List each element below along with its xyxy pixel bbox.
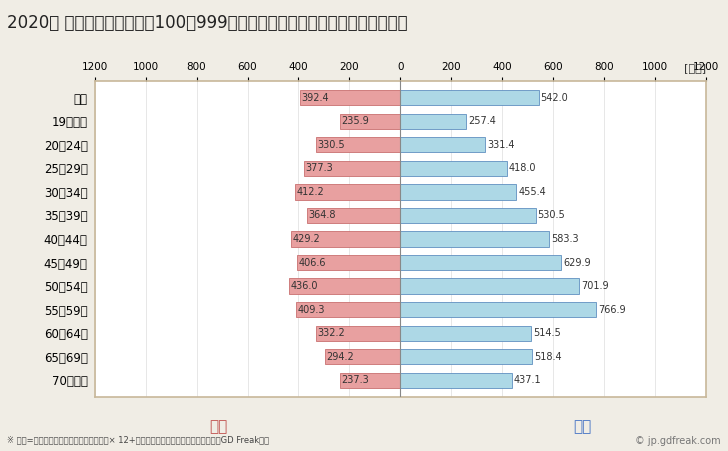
Bar (296, 184, 400, 199)
Text: 530.5: 530.5 (537, 211, 566, 221)
Text: 392.4: 392.4 (301, 92, 329, 103)
Text: 294.2: 294.2 (327, 352, 355, 362)
Bar (400, 90, 539, 106)
Text: 766.9: 766.9 (598, 305, 625, 315)
Bar (400, 326, 531, 341)
Bar (340, 373, 400, 388)
Text: 377.3: 377.3 (306, 163, 333, 173)
Bar (400, 302, 596, 318)
Bar (296, 302, 400, 318)
Text: 518.4: 518.4 (534, 352, 562, 362)
Text: 女性: 女性 (209, 419, 228, 434)
Text: ※ 年収=「きまって支給する現金給与額」× 12+「年間賞与その他特別給与額」としてGD Freak推計: ※ 年収=「きまって支給する現金給与額」× 12+「年間賞与その他特別給与額」と… (7, 435, 269, 444)
Text: 2020年 民間企業（従業者数100～999人）フルタイム労働者の男女別平均年収: 2020年 民間企業（従業者数100～999人）フルタイム労働者の男女別平均年収 (7, 14, 408, 32)
Text: 436.0: 436.0 (290, 281, 318, 291)
Text: 583.3: 583.3 (551, 234, 579, 244)
Bar (400, 278, 579, 294)
Text: 330.5: 330.5 (317, 140, 345, 150)
Bar (400, 373, 512, 388)
Text: 235.9: 235.9 (341, 116, 369, 126)
Text: [万円]: [万円] (684, 63, 706, 73)
Bar (316, 326, 400, 341)
Text: 男性: 男性 (573, 419, 592, 434)
Text: 237.3: 237.3 (341, 375, 369, 386)
Text: 332.2: 332.2 (317, 328, 345, 338)
Text: 406.6: 406.6 (298, 258, 325, 267)
Text: 455.4: 455.4 (518, 187, 546, 197)
Bar (304, 161, 400, 176)
Bar (307, 208, 400, 223)
Bar (297, 255, 400, 270)
Bar (301, 90, 400, 106)
Bar (400, 231, 549, 247)
Text: 629.9: 629.9 (563, 258, 590, 267)
Text: 514.5: 514.5 (534, 328, 561, 338)
Text: 542.0: 542.0 (540, 92, 569, 103)
Bar (289, 278, 400, 294)
Bar (340, 114, 400, 129)
Bar (400, 114, 466, 129)
Text: 257.4: 257.4 (468, 116, 496, 126)
Text: 418.0: 418.0 (509, 163, 537, 173)
Bar (400, 161, 507, 176)
Text: 409.3: 409.3 (297, 305, 325, 315)
Text: 429.2: 429.2 (293, 234, 320, 244)
Bar (400, 184, 516, 199)
Bar (400, 137, 485, 152)
Text: 364.8: 364.8 (309, 211, 336, 221)
Bar (400, 255, 561, 270)
Bar (291, 231, 400, 247)
Text: © jp.gdfreak.com: © jp.gdfreak.com (635, 437, 721, 446)
Bar (325, 349, 400, 364)
Text: 437.1: 437.1 (514, 375, 542, 386)
Bar (316, 137, 400, 152)
Bar (400, 349, 532, 364)
Text: 412.2: 412.2 (296, 187, 325, 197)
Text: 701.9: 701.9 (581, 281, 609, 291)
Text: 331.4: 331.4 (487, 140, 515, 150)
Bar (400, 208, 536, 223)
